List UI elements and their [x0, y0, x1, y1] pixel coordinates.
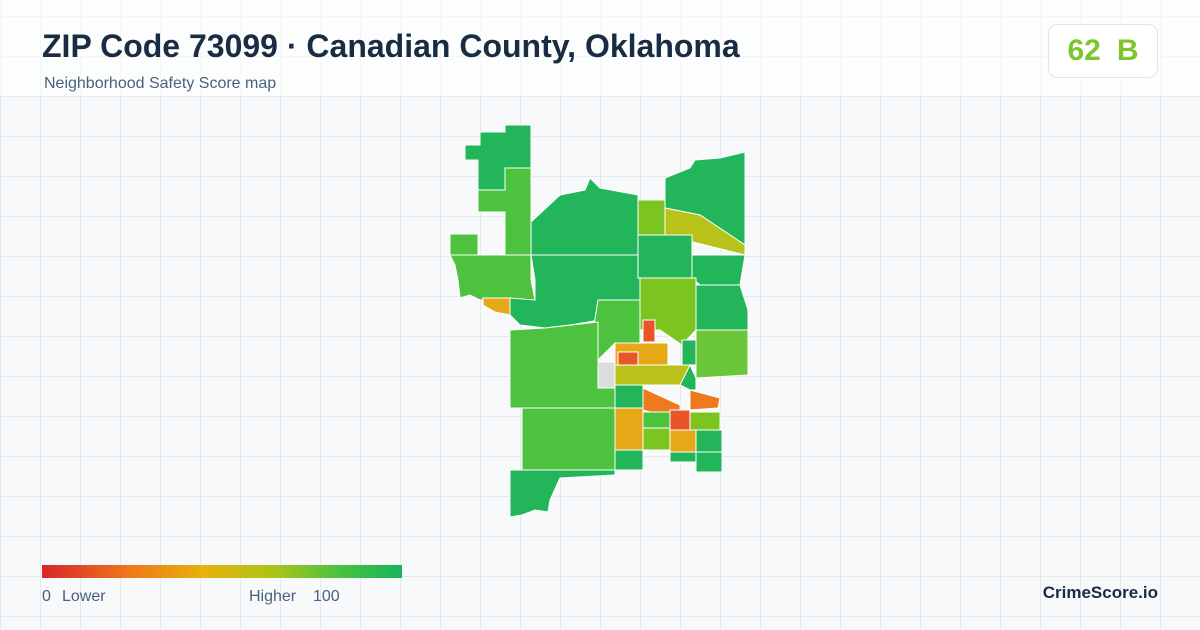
tract	[669, 409, 691, 431]
tract	[695, 329, 749, 379]
tract	[617, 351, 639, 366]
score-grade: B	[1116, 34, 1139, 67]
tract	[530, 177, 639, 256]
tract	[642, 319, 656, 343]
tract	[689, 389, 721, 411]
tracts	[449, 124, 749, 518]
tract	[669, 451, 697, 463]
tract	[614, 407, 644, 451]
tract	[664, 207, 746, 256]
tract	[642, 411, 671, 429]
legend-high-label: Higher	[249, 588, 297, 605]
subtitle: Neighborhood Safety Score map	[44, 75, 277, 92]
legend-low-label: Lower	[62, 588, 106, 605]
tract	[695, 451, 723, 473]
tract	[449, 233, 479, 256]
tract	[642, 427, 671, 451]
tract	[637, 199, 666, 236]
tract	[482, 297, 511, 316]
score-badge: 62 B	[1048, 24, 1158, 78]
tract	[691, 254, 746, 286]
tract	[614, 449, 644, 471]
tract	[669, 429, 697, 453]
header: ZIP Code 73099 · Canadian County, Oklaho…	[0, 0, 1200, 96]
tract	[614, 384, 644, 409]
legend-min: 0	[42, 588, 51, 605]
tract	[679, 363, 697, 391]
tract	[695, 429, 723, 453]
score-value: 62	[1067, 34, 1101, 67]
tract	[509, 469, 616, 518]
legend-gradient	[42, 565, 402, 578]
tract	[691, 284, 749, 331]
tract	[614, 364, 691, 388]
legend-max: 100	[313, 588, 340, 605]
tract	[681, 339, 697, 366]
tract	[689, 411, 721, 431]
tract	[637, 234, 693, 279]
tract	[449, 254, 536, 301]
tract	[521, 407, 616, 471]
brand: CrimeScore.io	[1042, 583, 1158, 602]
title: ZIP Code 73099 · Canadian County, Oklaho…	[42, 28, 740, 64]
